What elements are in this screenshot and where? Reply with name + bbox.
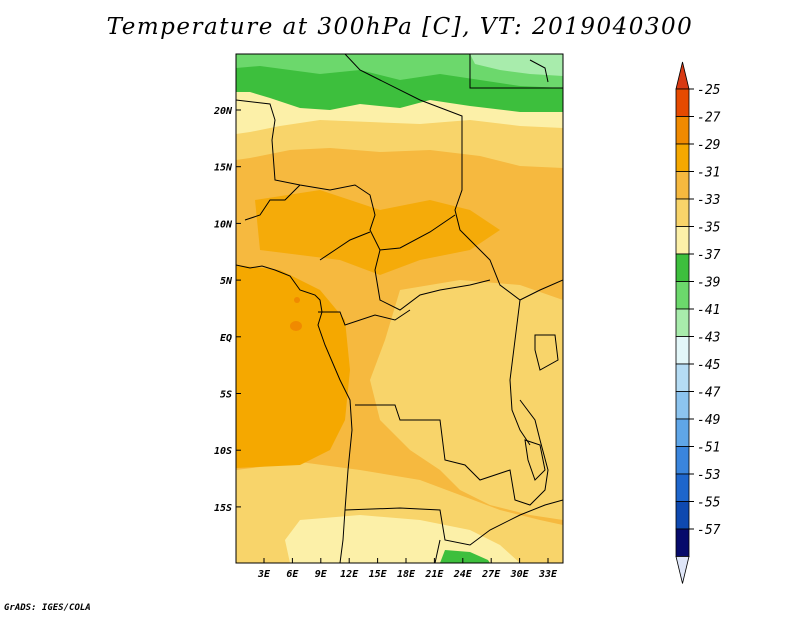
coastline-west	[236, 264, 353, 563]
colorbar-label: -53	[697, 468, 720, 483]
coastline-red-sea	[529, 59, 549, 83]
y-tick-label: 5S	[220, 390, 232, 401]
colorbar-label: -49	[697, 413, 720, 428]
colorbar-segment	[675, 446, 690, 475]
field-spot-minus27	[290, 321, 302, 331]
border-namibia-zambia	[344, 499, 563, 546]
x-tick-label: 24E	[453, 569, 473, 580]
colorbar-label: -35	[697, 221, 721, 236]
y-tick-label: 20N	[213, 106, 233, 117]
colorbar: -25 -27 -29 -31 -33 -35 -37 -39 -41 -43 -45 -47 -49 -…	[675, 61, 721, 584]
colorbar-label: -37	[697, 248, 721, 263]
colorbar-segment	[675, 171, 690, 200]
field-west-minus29	[236, 265, 350, 468]
y-tick-label: 15N	[214, 163, 233, 174]
field-south-green	[440, 550, 490, 563]
colorbar-label: -45	[697, 358, 721, 373]
colorbar-label: -55	[697, 496, 721, 511]
colorbar-segment	[675, 88, 690, 117]
border-benin-burkina	[244, 184, 301, 221]
x-tick-label: 30E	[510, 569, 530, 580]
colorbar-segment	[675, 198, 690, 227]
map-frame	[235, 53, 564, 564]
lake-malawi	[524, 439, 546, 481]
border-egypt	[469, 54, 563, 89]
x-tick-label: 18E	[397, 569, 416, 580]
colorbar-segment	[675, 308, 690, 337]
colorbar-label: -51	[697, 441, 720, 456]
colorbar-label: -57	[697, 523, 721, 538]
x-tick-label: 12E	[340, 569, 359, 580]
field-north-minus41	[470, 54, 563, 76]
field-spot-minus27-small	[294, 297, 300, 303]
colorbar-segment	[675, 336, 690, 365]
colorbar-label: -29	[697, 138, 720, 153]
border-drc-angola-zambia	[355, 399, 549, 506]
colorbar-segment	[675, 116, 690, 145]
x-tick-label: 3E	[257, 569, 271, 580]
lake-victoria	[534, 334, 559, 371]
colorbar-label: -33	[697, 193, 720, 208]
colorbar-segment	[675, 501, 690, 530]
border-botswana	[434, 539, 441, 563]
colorbar-label: -43	[697, 331, 720, 346]
colorbar-segment	[675, 528, 690, 557]
colorbar-label: -27	[697, 111, 721, 126]
x-tick-label: 15E	[369, 569, 388, 580]
field-sahel-minus29	[255, 190, 500, 275]
grads-credit: GrADS: IGES/COLA	[4, 603, 91, 613]
border-nigeria-cameroon	[319, 231, 371, 261]
y-axis: 20N 15N 10N 5N EQ 5S 10S 15S	[213, 106, 241, 514]
colorbar-segment	[675, 473, 690, 502]
border-gabon-congo	[318, 309, 411, 326]
colorbar-segment	[675, 226, 690, 255]
x-axis: 3E 6E 9E 12E 15E 18E 21E 24E 27E 30E 33E	[257, 558, 558, 580]
colorbar-segment	[675, 253, 690, 282]
x-tick-label: 9E	[315, 569, 328, 580]
x-tick-label: 33E	[538, 569, 558, 580]
x-tick-label: 27E	[481, 569, 501, 580]
border-car	[374, 249, 491, 311]
y-tick-label: 5N	[220, 276, 233, 287]
y-tick-label: EQ	[220, 333, 232, 344]
border-niger-chad	[236, 99, 456, 251]
colorbar-label: -31	[697, 166, 720, 181]
country-borders	[236, 54, 563, 563]
y-tick-label: 15S	[214, 503, 232, 514]
temperature-field	[236, 54, 563, 563]
colorbar-label: -41	[697, 303, 720, 318]
y-tick-label: 10N	[214, 219, 233, 230]
colorbar-over-triangle	[675, 61, 690, 90]
colorbar-segment	[675, 143, 690, 172]
border-east-lakes	[509, 299, 531, 446]
colorbar-segment	[675, 391, 690, 420]
colorbar-under-triangle	[675, 556, 690, 584]
colorbar-label: -47	[697, 386, 721, 401]
colorbar-segment	[675, 418, 690, 447]
y-tick-label: 10S	[214, 446, 232, 457]
colorbar-segment	[675, 363, 690, 392]
x-tick-label: 21E	[424, 569, 444, 580]
x-tick-label: 6E	[286, 569, 299, 580]
map-title: Temperature at 300hPa [C], VT: 201904030…	[106, 14, 694, 40]
colorbar-segment	[675, 281, 690, 310]
colorbar-label: -25	[697, 83, 721, 98]
colorbar-label: -39	[697, 276, 720, 291]
